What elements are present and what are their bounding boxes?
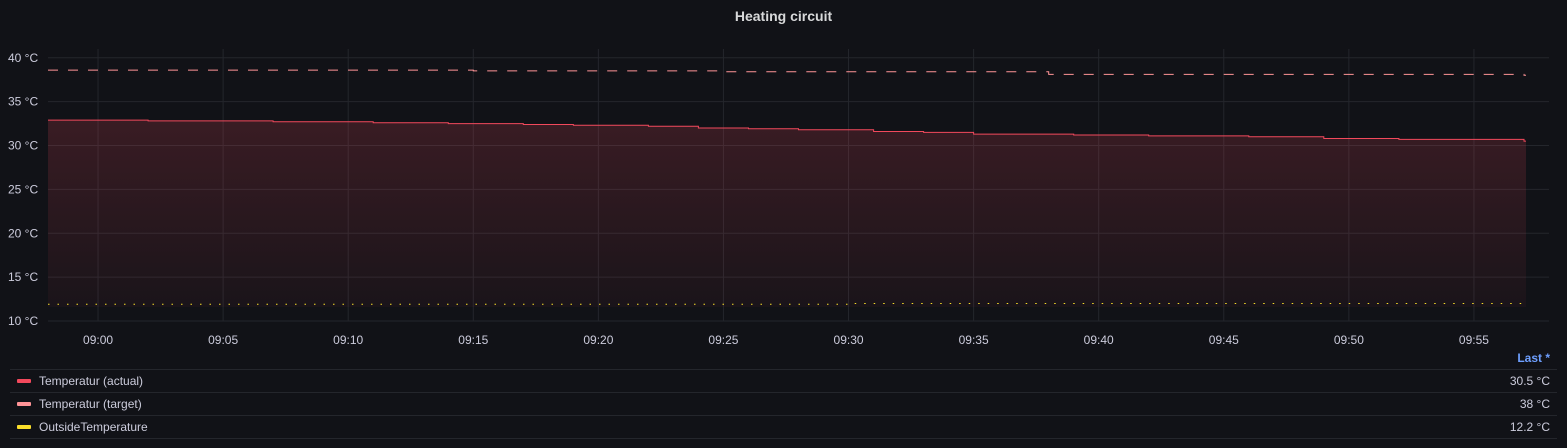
x-tick-label: 09:55 [1459, 333, 1489, 347]
y-tick-label: 25 °C [8, 182, 38, 196]
x-tick-label: 09:50 [1334, 333, 1364, 347]
y-tick-label: 30 °C [8, 139, 38, 153]
x-axis: 09:00 09:05 09:10 09:15 09:20 09:25 09:30 09:35… [83, 333, 1489, 347]
x-tick-label: 09:10 [333, 333, 363, 347]
legend-label: Temperatur (target) [39, 397, 142, 411]
y-tick-label: 35 °C [8, 95, 38, 109]
legend-label: OutsideTemperature [39, 420, 148, 434]
chart-title: Heating circuit [734, 8, 833, 24]
x-tick-label: 09:25 [708, 333, 738, 347]
legend: Temperatur (actual) 30.5 °C Temperatur (… [10, 369, 1557, 439]
legend-last-value: 12.2 °C [1509, 420, 1550, 434]
x-tick-label: 09:05 [208, 333, 238, 347]
legend-label: Temperatur (actual) [39, 374, 144, 388]
legend-last-value: 30.5 °C [1509, 374, 1550, 388]
y-tick-label: 40 °C [8, 51, 38, 65]
series-color-swatch [17, 425, 31, 429]
x-tick-label: 09:40 [1084, 333, 1114, 347]
legend-item-target[interactable]: Temperatur (target) 38 °C [10, 392, 1557, 415]
series-line-target [48, 69, 1526, 76]
series-area-actual [48, 120, 1526, 307]
y-tick-label: 20 °C [8, 226, 38, 240]
x-tick-label: 09:45 [1209, 333, 1239, 347]
series-color-swatch [17, 402, 31, 406]
chart-plot-area: 40 °C 35 °C 30 °C 25 °C 20 °C 15 °C 10 °C 09:0… [8, 49, 1549, 347]
legend-sort-last[interactable]: Last * [1517, 351, 1550, 365]
y-axis: 40 °C 35 °C 30 °C 25 °C 20 °C 15 °C 10 °C [8, 51, 38, 328]
y-tick-label: 10 °C [8, 314, 38, 328]
x-tick-label: 09:20 [583, 333, 613, 347]
series-layer [48, 69, 1526, 307]
x-tick-label: 09:00 [83, 333, 113, 347]
series-line-actual [48, 119, 1526, 142]
x-tick-label: 09:35 [959, 333, 989, 347]
legend-item-actual[interactable]: Temperatur (actual) 30.5 °C [10, 369, 1557, 392]
legend-last-value: 38 °C [1519, 397, 1550, 411]
series-color-swatch [17, 379, 31, 383]
y-tick-label: 15 °C [8, 270, 38, 284]
legend-item-outside[interactable]: OutsideTemperature 12.2 °C [10, 415, 1557, 439]
x-tick-label: 09:15 [458, 333, 488, 347]
x-tick-label: 09:30 [834, 333, 864, 347]
